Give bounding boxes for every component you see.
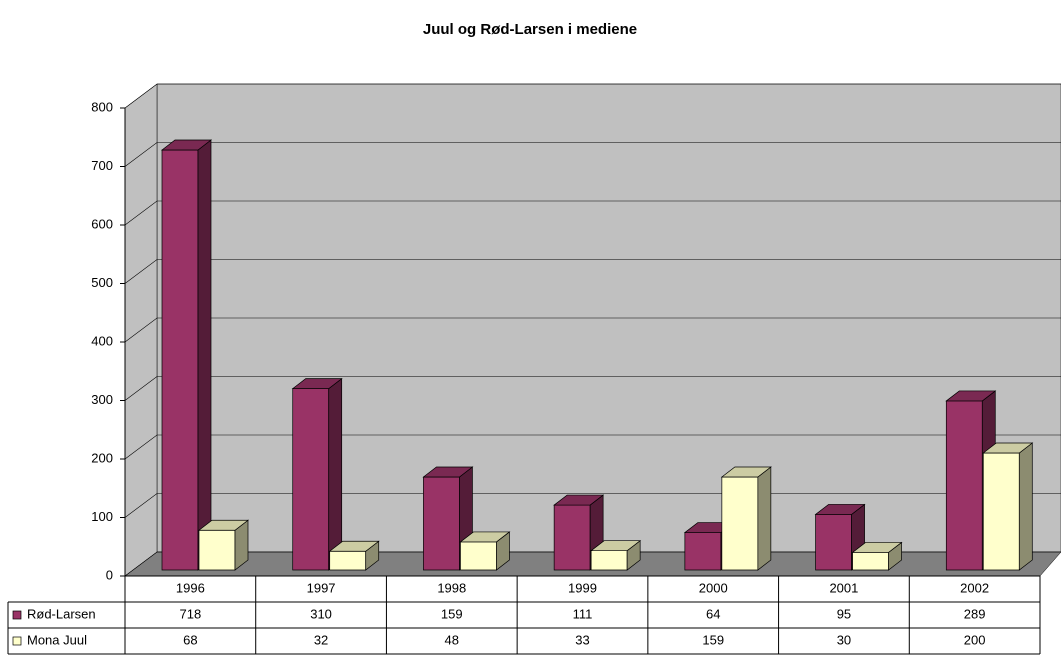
bar-face: [590, 540, 642, 552]
y-tick-label: 0: [106, 567, 113, 582]
table-value: 95: [837, 606, 851, 621]
table-value: 159: [702, 632, 724, 647]
bar: [197, 519, 250, 571]
grid-line: [124, 376, 1061, 401]
grid-line: [124, 259, 1061, 284]
bar-face: [291, 378, 343, 389]
y-tick-label: 500: [91, 275, 113, 290]
x-tick-label: 1999: [568, 580, 597, 595]
bar-face: [814, 504, 866, 515]
x-tick-label: 1996: [176, 580, 205, 595]
bar: [291, 377, 343, 571]
y-tick-label: 400: [91, 333, 113, 348]
grid-line: [124, 200, 1061, 226]
y-tick-label: 600: [91, 216, 113, 231]
x-tick-label: 2002: [960, 580, 989, 595]
x-tick-label: 2001: [829, 580, 858, 595]
bar: [720, 466, 772, 571]
bar-face: [553, 494, 605, 506]
bar-face: [721, 476, 759, 571]
bar-face: [460, 541, 497, 571]
table-value: 289: [964, 606, 986, 621]
grid-line: [124, 83, 1061, 109]
bar-face: [197, 519, 250, 531]
bar-face: [328, 377, 343, 571]
bar-face: [161, 149, 199, 571]
chart-title: Juul og Rød-Larsen i mediene: [423, 21, 637, 38]
y-tick-label: 700: [91, 158, 113, 173]
legend-key: [12, 636, 22, 646]
bar-face: [553, 504, 591, 571]
table-value: 64: [706, 606, 720, 621]
y-tick-label: 100: [91, 509, 113, 524]
bar-face: [982, 442, 1034, 454]
legend-label: Rød-Larsen: [27, 606, 96, 621]
y-tick-label: 800: [91, 99, 113, 114]
bar-face: [757, 466, 772, 571]
bar-face: [423, 476, 460, 571]
bar: [590, 539, 642, 571]
bar: [459, 531, 511, 571]
table-value: 200: [964, 632, 986, 647]
table-value: 48: [445, 632, 459, 647]
bar-face: [852, 552, 889, 571]
bar-face: [197, 139, 212, 571]
bar: [160, 139, 213, 571]
table-value: 32: [314, 632, 328, 647]
x-tick-label: 2000: [699, 580, 728, 595]
bar-face: [851, 542, 903, 553]
bar: [851, 541, 903, 571]
table-value: 33: [575, 632, 589, 647]
grid-line: [124, 317, 1061, 343]
bar-face: [329, 550, 367, 571]
bar-face: [945, 390, 997, 402]
bar-face: [945, 400, 983, 571]
table-value: 111: [573, 606, 593, 621]
x-tick-label: 1998: [437, 580, 466, 595]
bar: [553, 494, 605, 571]
legend-label: Mona Juul: [27, 632, 87, 647]
grid-line: [124, 142, 1061, 167]
bar-face: [328, 540, 380, 552]
table-value: 68: [183, 632, 197, 647]
legend-key: [12, 610, 22, 620]
table-value: 159: [441, 606, 463, 621]
bar-face: [982, 452, 1020, 571]
bar: [982, 442, 1034, 571]
bar-face: [815, 514, 852, 571]
bar-face: [720, 466, 772, 478]
bar-face: [422, 466, 474, 478]
y-tick-label: 300: [91, 392, 113, 407]
bar-face: [459, 531, 511, 543]
bar-face: [292, 388, 330, 571]
grid-line: [124, 434, 1061, 460]
bar: [328, 540, 380, 571]
y-tick-label: 200: [91, 450, 113, 465]
x-tick-label: 1997: [307, 580, 336, 595]
bar-face: [1018, 442, 1033, 571]
table-value: 718: [180, 606, 202, 621]
bar-face: [684, 532, 722, 571]
table-value: 30: [837, 632, 851, 647]
bar-face: [590, 550, 628, 571]
bar-face: [160, 139, 213, 151]
bar-face: [198, 529, 236, 571]
table-value: 310: [310, 606, 332, 621]
